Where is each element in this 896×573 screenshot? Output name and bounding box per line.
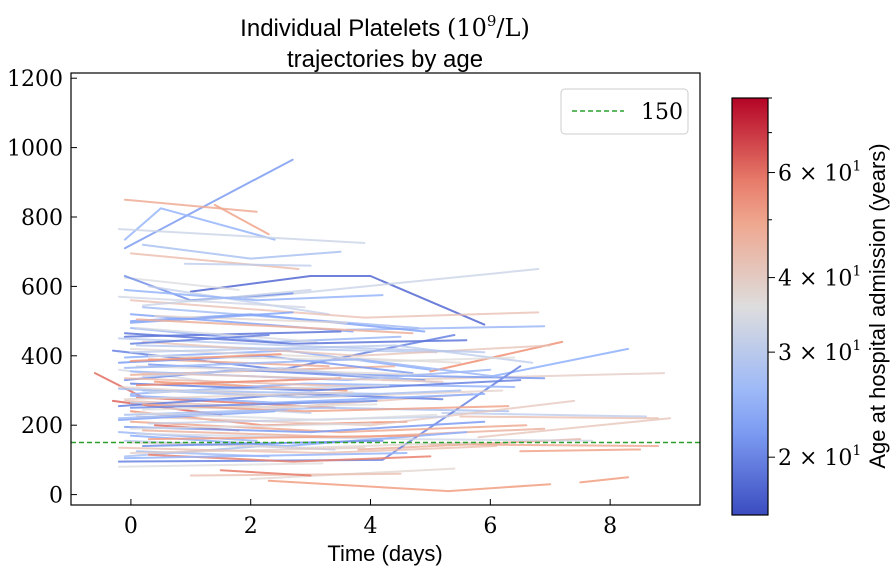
trajectory-line (129, 299, 540, 319)
trajectory-line (129, 420, 528, 434)
y-tick-label: 400 (21, 345, 63, 370)
trajectory-line (441, 412, 648, 418)
trajectory-line (189, 275, 486, 326)
plot-frame (70, 72, 701, 506)
colorbar-tick-label: 4 × 101 (778, 264, 861, 292)
y-axis-ticks: 0 200 400 600 800 1000 1200 (7, 67, 77, 509)
colorbar-tick-label: 6 × 101 (778, 159, 861, 187)
trajectory-line (129, 422, 372, 430)
trajectory-line (153, 314, 348, 324)
x-tick-label: 8 (603, 514, 617, 539)
trajectory-line (129, 252, 300, 270)
x-axis-label: Time (days) (327, 541, 442, 566)
trajectory-lines (94, 158, 671, 493)
trajectory-line (141, 340, 552, 357)
trajectory-line (147, 285, 330, 316)
colorbar-ticks: 2 × 101 3 × 101 4 × 101 6 × 101 (768, 97, 861, 471)
trajectory-line (135, 318, 414, 335)
chart-title-line2: trajectories by age (287, 46, 483, 73)
x-tick-label: 2 (244, 514, 258, 539)
trajectory-line (117, 408, 288, 420)
trajectory-line (147, 434, 420, 441)
trajectory-line (147, 384, 390, 394)
trajectory-line (123, 420, 486, 434)
trajectory-line (117, 462, 324, 468)
y-tick-label: 1200 (7, 67, 63, 92)
trajectory-line (141, 439, 384, 447)
trajectory-line (267, 479, 552, 493)
trajectory-line (135, 399, 576, 427)
x-axis-ticks: 0 2 4 6 8 (124, 499, 617, 539)
trajectory-line (129, 334, 270, 345)
y-tick-label: 200 (21, 414, 63, 439)
trajectory-line (183, 262, 312, 267)
trajectory-line (243, 268, 540, 300)
chart-title-line1: Individual Platelets (109/L) (240, 12, 530, 42)
trajectory-line (381, 372, 666, 382)
trajectory-line (459, 415, 660, 420)
trajectory-line (141, 243, 342, 260)
y-tick-label: 0 (49, 484, 63, 509)
trajectory-line (123, 406, 510, 416)
trajectory-line (117, 337, 486, 354)
x-tick-label: 6 (483, 514, 497, 539)
colorbar: 2 × 101 3 × 101 4 × 101 6 × 101 Age at hosp… (731, 97, 890, 516)
trajectory-line (129, 353, 282, 362)
trajectory-line (147, 354, 516, 362)
colorbar-fill (732, 98, 768, 515)
trajectory-line (135, 377, 342, 387)
chart-title-text: Individual Platelets (240, 15, 440, 42)
y-tick-label: 800 (21, 206, 63, 231)
colorbar-frame (731, 97, 769, 516)
trajectory-line (345, 325, 546, 331)
trajectory-line (123, 288, 384, 302)
trajectory-line (117, 295, 306, 309)
y-tick-label: 600 (21, 275, 63, 300)
trajectory-line (219, 469, 312, 477)
trajectory-line (123, 332, 468, 345)
trajectory-line (117, 228, 366, 244)
trajectory-line (477, 417, 671, 439)
trajectory-line (123, 358, 498, 378)
colorbar-tick-label: 2 × 101 (778, 443, 861, 471)
trajectory-line (135, 327, 318, 343)
trajectory-line (123, 452, 408, 460)
trajectory-line (135, 432, 594, 442)
y-tick-label: 1000 (7, 137, 63, 162)
legend-box (560, 88, 689, 135)
plot-area: 0 2 4 6 8 0 200 400 600 800 1000 1200 150 (7, 67, 701, 539)
trajectory-line (123, 377, 372, 388)
trajectory-line (123, 207, 276, 241)
chart-title-unit: (10 (447, 14, 487, 42)
trajectory-line (123, 276, 240, 291)
colorbar-label: Age at hospital admission (years) (865, 143, 890, 468)
x-tick-label: 4 (364, 514, 378, 539)
trajectory-line (129, 399, 378, 409)
trajectory-line (123, 158, 294, 250)
chart-title-unit-exp: 9 (487, 12, 497, 30)
legend-label: 150 (641, 100, 683, 125)
trajectory-line (117, 445, 498, 454)
trajectory-line (129, 344, 534, 364)
x-tick-label: 0 (124, 514, 138, 539)
trajectory-line (123, 198, 258, 213)
trajectory-line (141, 403, 378, 411)
legend: 150 (560, 88, 689, 135)
chart-title-unit-tail: /L) (496, 14, 529, 42)
trajectory-line (129, 379, 522, 392)
colorbar-tick-label: 3 × 101 (778, 338, 861, 366)
trajectory-line (141, 372, 444, 383)
trajectory-line (579, 476, 630, 484)
trajectory-line (117, 365, 522, 463)
trajectory-line (519, 448, 642, 453)
trajectory-line (213, 203, 270, 236)
trajectory-line (123, 391, 354, 401)
trajectory-line (135, 365, 432, 376)
trajectory-line (129, 446, 366, 454)
trajectory-line (135, 412, 438, 421)
